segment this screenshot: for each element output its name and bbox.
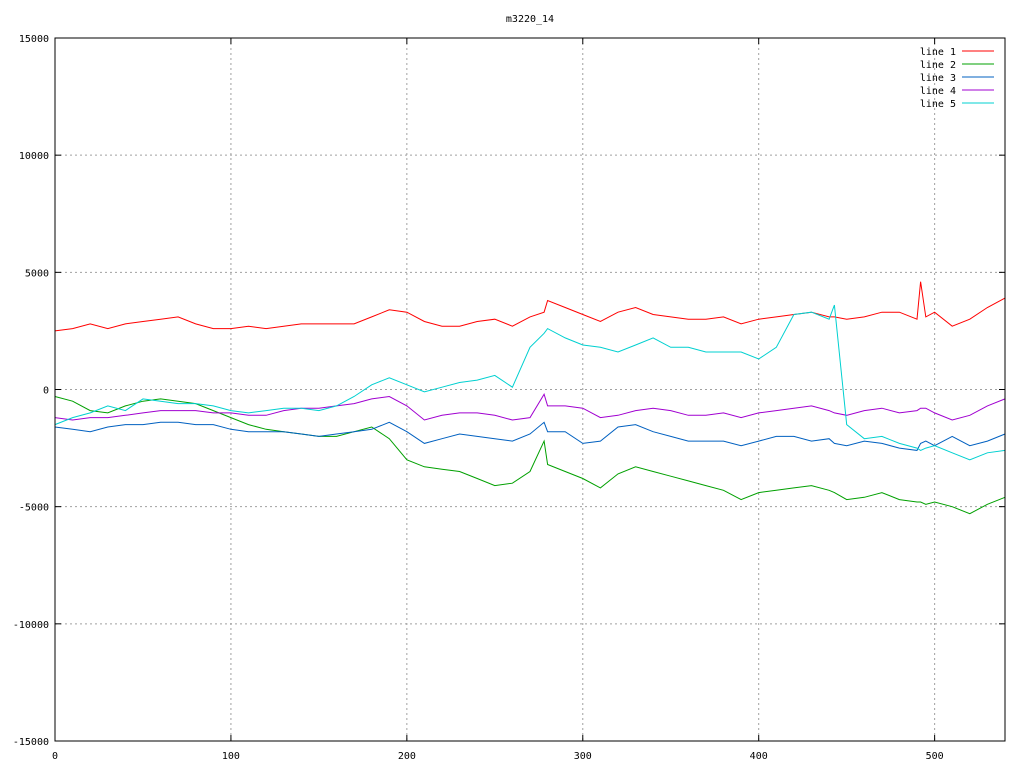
axis-ticks (54, 37, 1005, 742)
x-tick-label: 0 (52, 751, 58, 762)
series-line-3 (54, 421, 1006, 451)
chart-title: m3220_14 (506, 14, 554, 25)
x-tick-label: 300 (574, 751, 592, 762)
y-tick-label: -15000 (13, 737, 49, 748)
legend-label-5: line 5 (920, 99, 956, 110)
y-tick-label: 15000 (19, 34, 49, 45)
legend-label-1: line 1 (920, 47, 956, 58)
y-tick-label: 5000 (25, 268, 49, 279)
series-group (54, 281, 1006, 515)
y-tick-label: -10000 (13, 620, 49, 631)
x-tick-label: 500 (926, 751, 944, 762)
y-tick-label: 0 (43, 386, 49, 397)
series-line-5 (54, 304, 1006, 461)
y-tick-label: 10000 (19, 151, 49, 162)
legend: line 1 line 2 line 3 line 4 line 5 (920, 47, 994, 110)
series-line-2 (54, 396, 1006, 515)
series-line-4 (54, 392, 1006, 421)
legend-label-4: line 4 (920, 86, 956, 97)
legend-label-2: line 2 (920, 60, 956, 71)
tick-labels: -15000 -10000 -5000 0 5000 10000 15000 0 100 200 3… (13, 34, 944, 762)
grid (55, 38, 1005, 741)
legend-label-3: line 3 (920, 73, 956, 84)
x-tick-label: 400 (750, 751, 768, 762)
series-line-1 (54, 281, 1006, 332)
x-tick-label: 200 (398, 751, 416, 762)
y-tick-label: -5000 (19, 503, 49, 514)
x-tick-label: 100 (222, 751, 240, 762)
